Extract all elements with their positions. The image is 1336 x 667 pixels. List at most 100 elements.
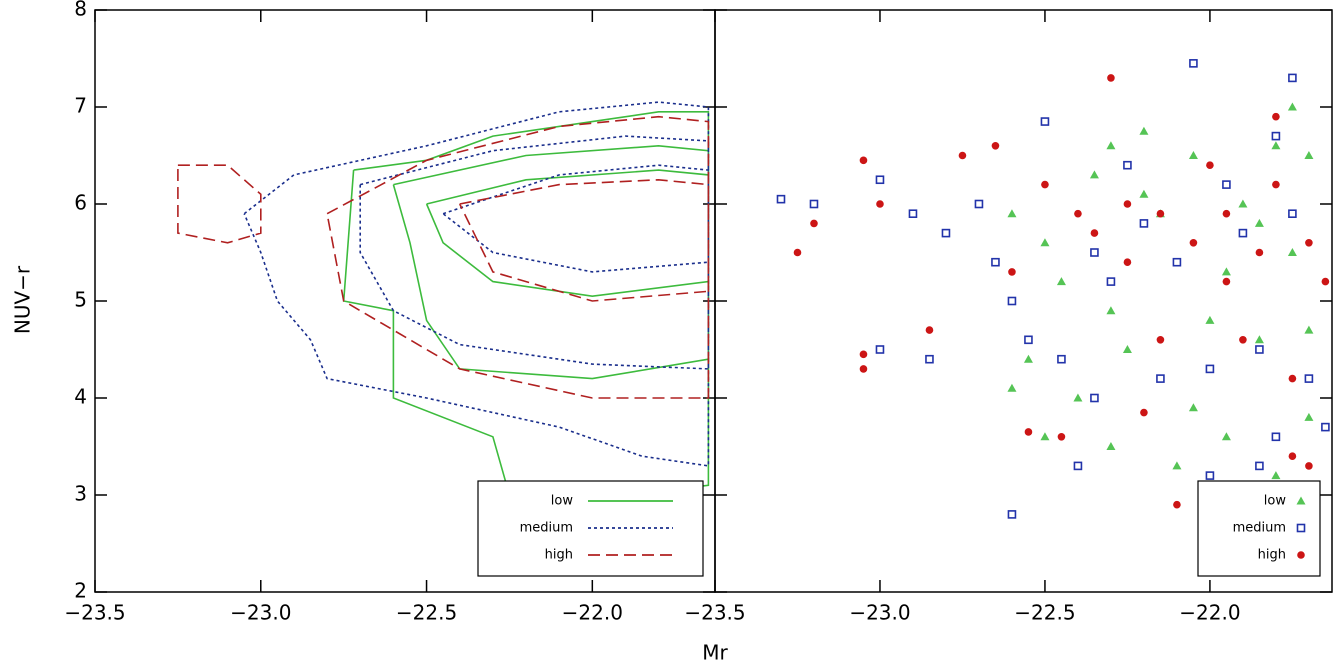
x-tick-label: −22.5 (396, 601, 457, 625)
marker-medium (1106, 277, 1116, 286)
marker-low (1122, 345, 1132, 353)
x-tick-label: −23.0 (849, 601, 910, 625)
marker-high (1321, 277, 1330, 286)
contour-low (342, 111, 710, 496)
marker-medium (1007, 510, 1017, 519)
legend-label: high (545, 548, 573, 563)
marker-low (1040, 238, 1050, 247)
marker-low (1007, 383, 1017, 392)
marker-high (876, 200, 884, 208)
legend: low medium high (477, 480, 704, 577)
marker-high (1305, 462, 1313, 470)
plot-area (776, 59, 1330, 528)
marker-high (859, 350, 868, 359)
marker-high (1173, 500, 1181, 509)
marker-low (1106, 442, 1116, 450)
marker-low (1304, 412, 1314, 421)
legend-marker (1296, 496, 1306, 505)
marker-high (1288, 452, 1297, 461)
marker-medium (809, 199, 819, 209)
marker-low (1139, 126, 1149, 135)
marker-medium (941, 228, 951, 238)
marker-high (1041, 180, 1049, 189)
marker-high (810, 219, 818, 228)
marker-high (1255, 248, 1264, 257)
marker-high (859, 156, 868, 165)
marker-medium (991, 257, 1000, 267)
marker-medium (1321, 422, 1330, 432)
marker-low (1304, 151, 1314, 159)
y-tick-label: 5 (74, 288, 87, 312)
marker-high (1123, 258, 1132, 267)
marker-medium (1090, 248, 1099, 257)
contour-high (177, 115, 710, 399)
marker-high (1074, 209, 1082, 218)
marker-high (1222, 277, 1231, 286)
marker-low (1271, 471, 1281, 480)
marker-medium (1222, 180, 1231, 189)
marker-low (1287, 248, 1297, 256)
x-tick-label: −23.5 (64, 601, 125, 625)
marker-medium (1271, 432, 1281, 442)
marker-medium (1205, 471, 1215, 480)
marker-medium (1024, 335, 1033, 345)
marker-medium (1172, 257, 1182, 267)
marker-low (1139, 189, 1149, 198)
marker-low (1056, 277, 1066, 286)
marker-low (1238, 199, 1248, 208)
marker-high (1156, 209, 1165, 218)
legend-label: medium (1233, 521, 1286, 536)
marker-low (1221, 267, 1231, 276)
y-tick-label: 4 (74, 385, 87, 409)
y-tick-label: 2 (74, 579, 87, 603)
marker-high (958, 151, 967, 160)
x-tick-label: −22.0 (1179, 601, 1240, 625)
plot-area (177, 101, 710, 496)
legend-marker (1297, 551, 1305, 559)
x-axis-label: Mr (702, 641, 728, 665)
marker-medium (1288, 209, 1297, 218)
x-tick-label: −22.0 (562, 601, 623, 625)
marker-medium (1040, 117, 1050, 126)
y-tick-label: 7 (74, 94, 87, 118)
legend-label: medium (520, 521, 573, 536)
marker-high (1090, 229, 1099, 237)
marker-high (1107, 74, 1115, 82)
marker-high (793, 248, 802, 257)
x-tick-label: −23.5 (684, 601, 745, 625)
marker-medium (1255, 345, 1264, 354)
marker-high (859, 365, 868, 373)
marker-low (1106, 306, 1116, 315)
marker-low (1172, 461, 1182, 470)
marker-medium (1123, 160, 1132, 170)
x-tick-label: −22.5 (1014, 601, 1075, 625)
legend-label: high (1258, 548, 1286, 563)
marker-high (1057, 433, 1066, 441)
marker-medium (1156, 374, 1165, 383)
legend-label: low (551, 494, 574, 509)
marker-low (1254, 335, 1264, 344)
marker-medium (1007, 296, 1017, 306)
marker-medium (908, 209, 918, 218)
marker-medium (1189, 59, 1198, 68)
marker-high (1156, 336, 1165, 344)
marker-medium (1288, 73, 1297, 83)
marker-low (1007, 209, 1017, 218)
marker-high (1305, 239, 1313, 247)
marker-high (1272, 112, 1280, 121)
marker-high (1206, 161, 1214, 169)
marker-high (1239, 336, 1247, 344)
marker-low (1205, 315, 1215, 324)
x-tick-label: −23.0 (230, 601, 291, 625)
marker-low (1254, 218, 1264, 227)
marker-low (1188, 403, 1198, 412)
legend: low medium high (1197, 480, 1321, 577)
marker-high (1272, 180, 1280, 189)
marker-high (1008, 268, 1016, 276)
contour-medium (243, 101, 710, 467)
marker-medium (974, 199, 984, 209)
marker-medium (776, 194, 786, 204)
y-axis-label: NUV−r (11, 265, 35, 334)
marker-medium (1057, 354, 1066, 364)
